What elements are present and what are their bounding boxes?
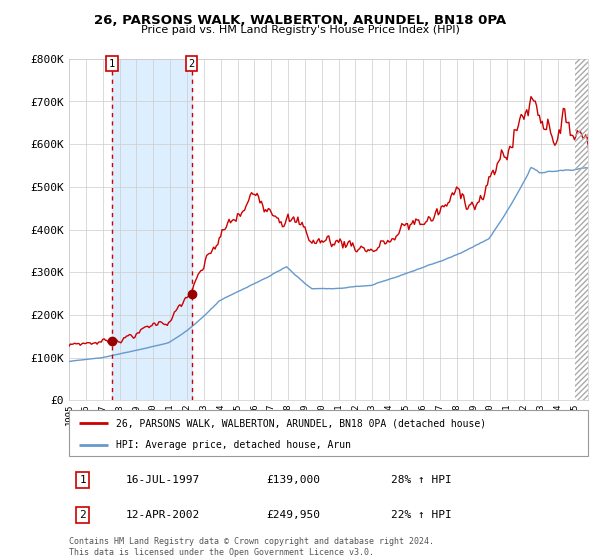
Text: 2: 2: [79, 510, 86, 520]
FancyBboxPatch shape: [69, 410, 588, 456]
Text: £249,950: £249,950: [266, 510, 320, 520]
Text: 28% ↑ HPI: 28% ↑ HPI: [391, 475, 452, 485]
Text: 16-JUL-1997: 16-JUL-1997: [126, 475, 200, 485]
Text: 1: 1: [109, 59, 115, 69]
Text: 22% ↑ HPI: 22% ↑ HPI: [391, 510, 452, 520]
Bar: [575, 59, 592, 400]
Text: £139,000: £139,000: [266, 475, 320, 485]
Text: 1: 1: [79, 475, 86, 485]
Text: 12-APR-2002: 12-APR-2002: [126, 510, 200, 520]
Text: 26, PARSONS WALK, WALBERTON, ARUNDEL, BN18 0PA: 26, PARSONS WALK, WALBERTON, ARUNDEL, BN…: [94, 14, 506, 27]
Text: 26, PARSONS WALK, WALBERTON, ARUNDEL, BN18 0PA (detached house): 26, PARSONS WALK, WALBERTON, ARUNDEL, BN…: [116, 418, 486, 428]
Bar: [575, 59, 592, 400]
Text: HPI: Average price, detached house, Arun: HPI: Average price, detached house, Arun: [116, 440, 351, 450]
Bar: [112, 59, 191, 400]
Text: Contains HM Land Registry data © Crown copyright and database right 2024.
This d: Contains HM Land Registry data © Crown c…: [69, 537, 434, 557]
Text: Price paid vs. HM Land Registry's House Price Index (HPI): Price paid vs. HM Land Registry's House …: [140, 25, 460, 35]
Text: 2: 2: [188, 59, 195, 69]
